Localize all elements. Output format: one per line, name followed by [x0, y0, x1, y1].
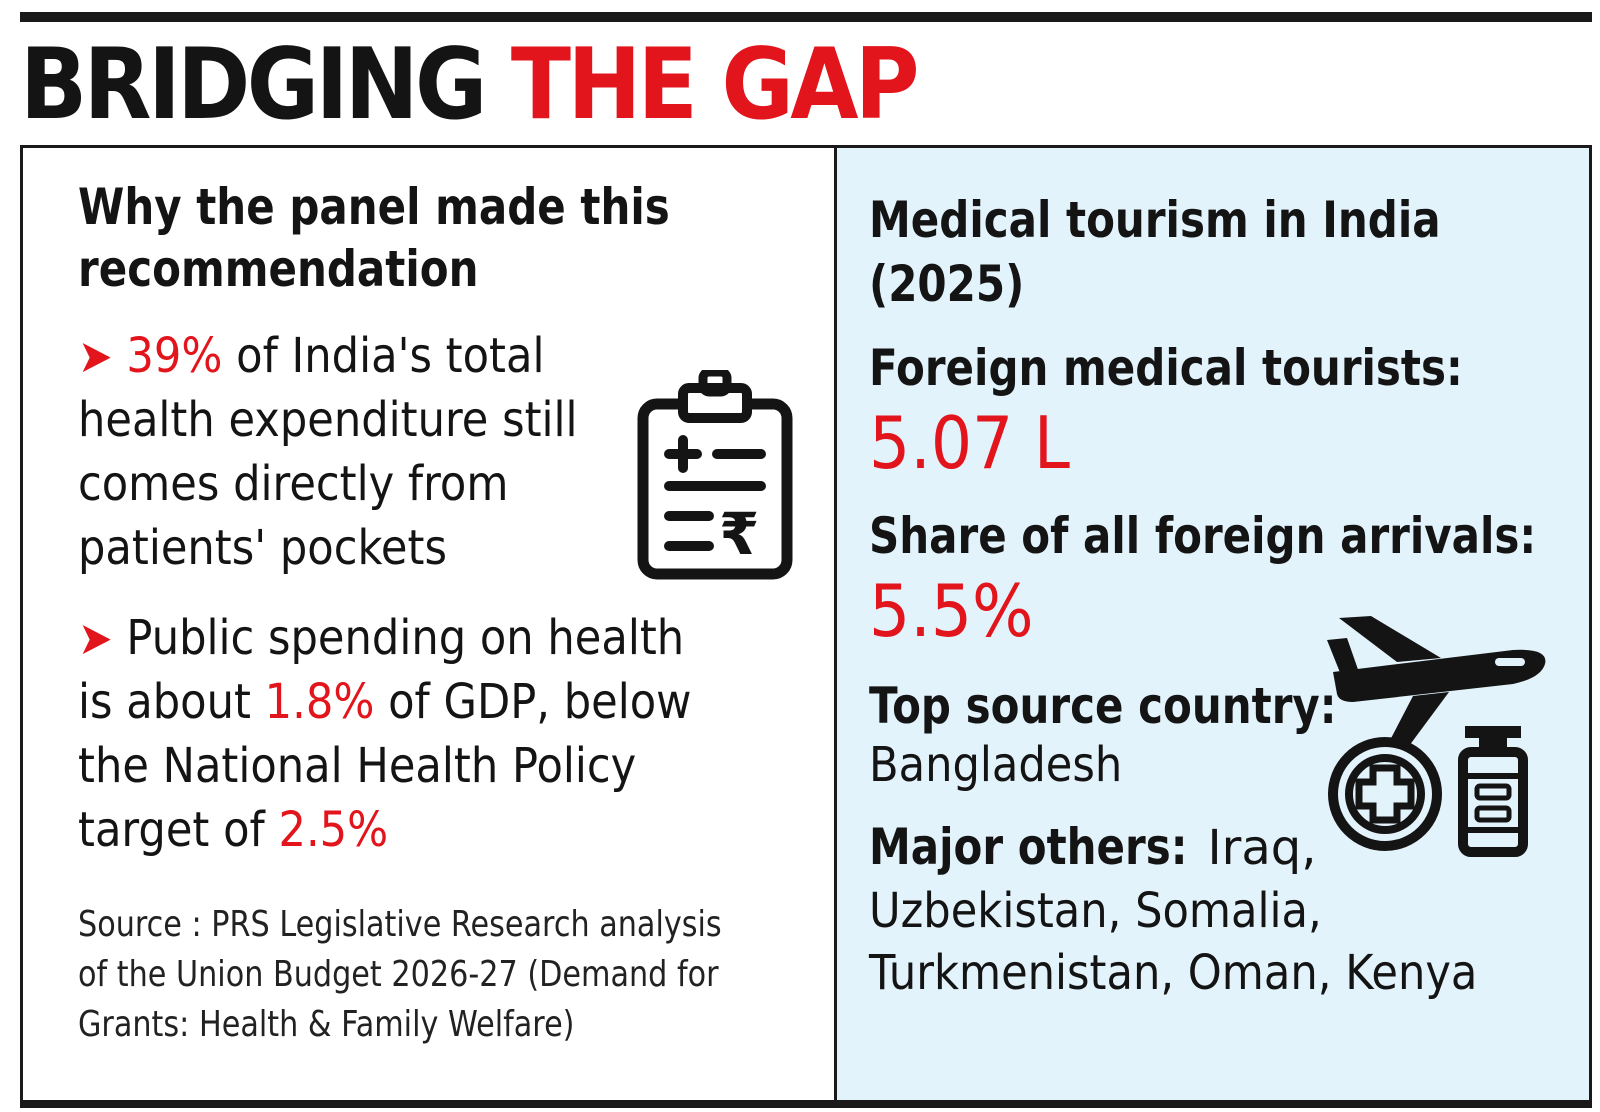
top-source-label: Top source country: [869, 677, 1337, 735]
source-line2: of the Union Budget 2026-27 (Demand for [78, 954, 719, 995]
bullet-arrow-icon: ➤ [78, 329, 113, 383]
foreign-tourists-value: 5.07 L [869, 401, 1070, 485]
source-line3: Grants: Health & Family Welfare) [78, 1004, 575, 1045]
right-title-line2: (2025) [869, 255, 1025, 313]
bullet2-line2-post: of GDP, below [374, 674, 692, 730]
bullet2-line4-pre: target of [78, 802, 279, 858]
headline-part2: THE GAP [510, 28, 920, 142]
svg-text:₹: ₹ [719, 500, 759, 568]
left-heading-line2: recommendation [78, 240, 479, 298]
major-others-label: Major others: [869, 818, 1188, 876]
top-source-value: Bangladesh [869, 737, 1123, 793]
right-panel: Medical tourism in India (2025) Foreign … [837, 148, 1589, 1102]
source-note: Source : PRS Legislative Research analys… [78, 900, 844, 1050]
share-value: 5.5% [869, 569, 1034, 653]
airplane-medical-icon [1327, 616, 1546, 857]
headline: BRIDGING THE GAP [20, 28, 920, 142]
headline-part1: BRIDGING [20, 28, 487, 142]
bullet-out-of-pocket: ➤ 39% of India's total health expenditur… [78, 324, 633, 580]
share-label: Share of all foreign arrivals: [869, 507, 1537, 565]
foreign-tourists-label: Foreign medical tourists: [869, 339, 1463, 397]
right-title: Medical tourism in India (2025) [869, 188, 1549, 316]
panel-divider [834, 148, 837, 1102]
bullet1-line1-text: of India's total [222, 328, 545, 384]
major-others-line1: Iraq, [1192, 820, 1317, 876]
bullet1-line4: patients' pockets [78, 520, 447, 576]
bullet2-line3: the National Health Policy [78, 738, 637, 794]
major-others-line2: Uzbekistan, Somalia, [869, 883, 1322, 939]
source-line1: Source : PRS Legislative Research analys… [78, 904, 722, 945]
nhp-target: 2.5% [278, 802, 389, 858]
left-heading-line1: Why the panel made this [78, 178, 670, 236]
top-rule [20, 12, 1592, 22]
bullet2-line2-pre: is about [78, 674, 265, 730]
bullet-arrow-icon: ➤ [78, 611, 113, 665]
out-of-pocket-share: 39% [126, 328, 223, 384]
right-title-line1: Medical tourism in India [869, 191, 1441, 249]
bullet1-line2: health expenditure still [78, 392, 578, 448]
left-panel: Why the panel made this recommendation ➤… [23, 148, 834, 1102]
bottom-rule [20, 1100, 1592, 1108]
major-others: Major others: Iraq, Uzbekistan, Somalia,… [869, 818, 1545, 1004]
bullet-public-spending: ➤ Public spending on health is about 1.8… [78, 606, 760, 862]
major-others-line3: Turkmenistan, Oman, Kenya [869, 945, 1478, 1001]
infographic-frame: Why the panel made this recommendation ➤… [20, 145, 1592, 1102]
public-spending-gdp: 1.8% [264, 674, 375, 730]
clipboard-rupee-icon: ₹ [637, 370, 793, 580]
bullet1-line3: comes directly from [78, 456, 509, 512]
left-heading: Why the panel made this recommendation [78, 176, 783, 300]
bullet2-line1: Public spending on health [112, 610, 685, 666]
